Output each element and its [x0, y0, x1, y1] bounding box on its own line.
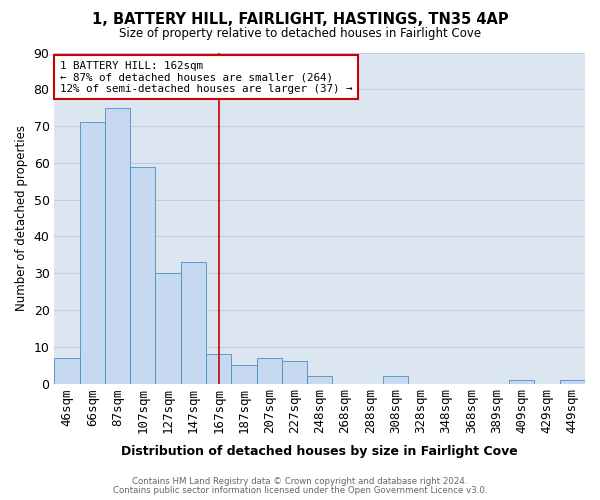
Text: Size of property relative to detached houses in Fairlight Cove: Size of property relative to detached ho… — [119, 28, 481, 40]
Bar — [509, 380, 535, 384]
Y-axis label: Number of detached properties: Number of detached properties — [15, 125, 28, 311]
Bar — [80, 122, 105, 384]
Text: 1 BATTERY HILL: 162sqm
← 87% of detached houses are smaller (264)
12% of semi-de: 1 BATTERY HILL: 162sqm ← 87% of detached… — [60, 61, 352, 94]
Bar — [206, 354, 231, 384]
Bar — [55, 358, 80, 384]
Bar — [181, 262, 206, 384]
Bar — [257, 358, 282, 384]
Bar — [105, 108, 130, 384]
Bar — [130, 166, 155, 384]
Text: 1, BATTERY HILL, FAIRLIGHT, HASTINGS, TN35 4AP: 1, BATTERY HILL, FAIRLIGHT, HASTINGS, TN… — [92, 12, 508, 28]
Text: Contains public sector information licensed under the Open Government Licence v3: Contains public sector information licen… — [113, 486, 487, 495]
X-axis label: Distribution of detached houses by size in Fairlight Cove: Distribution of detached houses by size … — [121, 444, 518, 458]
Bar — [282, 362, 307, 384]
Bar — [231, 365, 257, 384]
Text: Contains HM Land Registry data © Crown copyright and database right 2024.: Contains HM Land Registry data © Crown c… — [132, 477, 468, 486]
Bar — [307, 376, 332, 384]
Bar — [383, 376, 408, 384]
Bar — [560, 380, 585, 384]
Bar — [155, 273, 181, 384]
